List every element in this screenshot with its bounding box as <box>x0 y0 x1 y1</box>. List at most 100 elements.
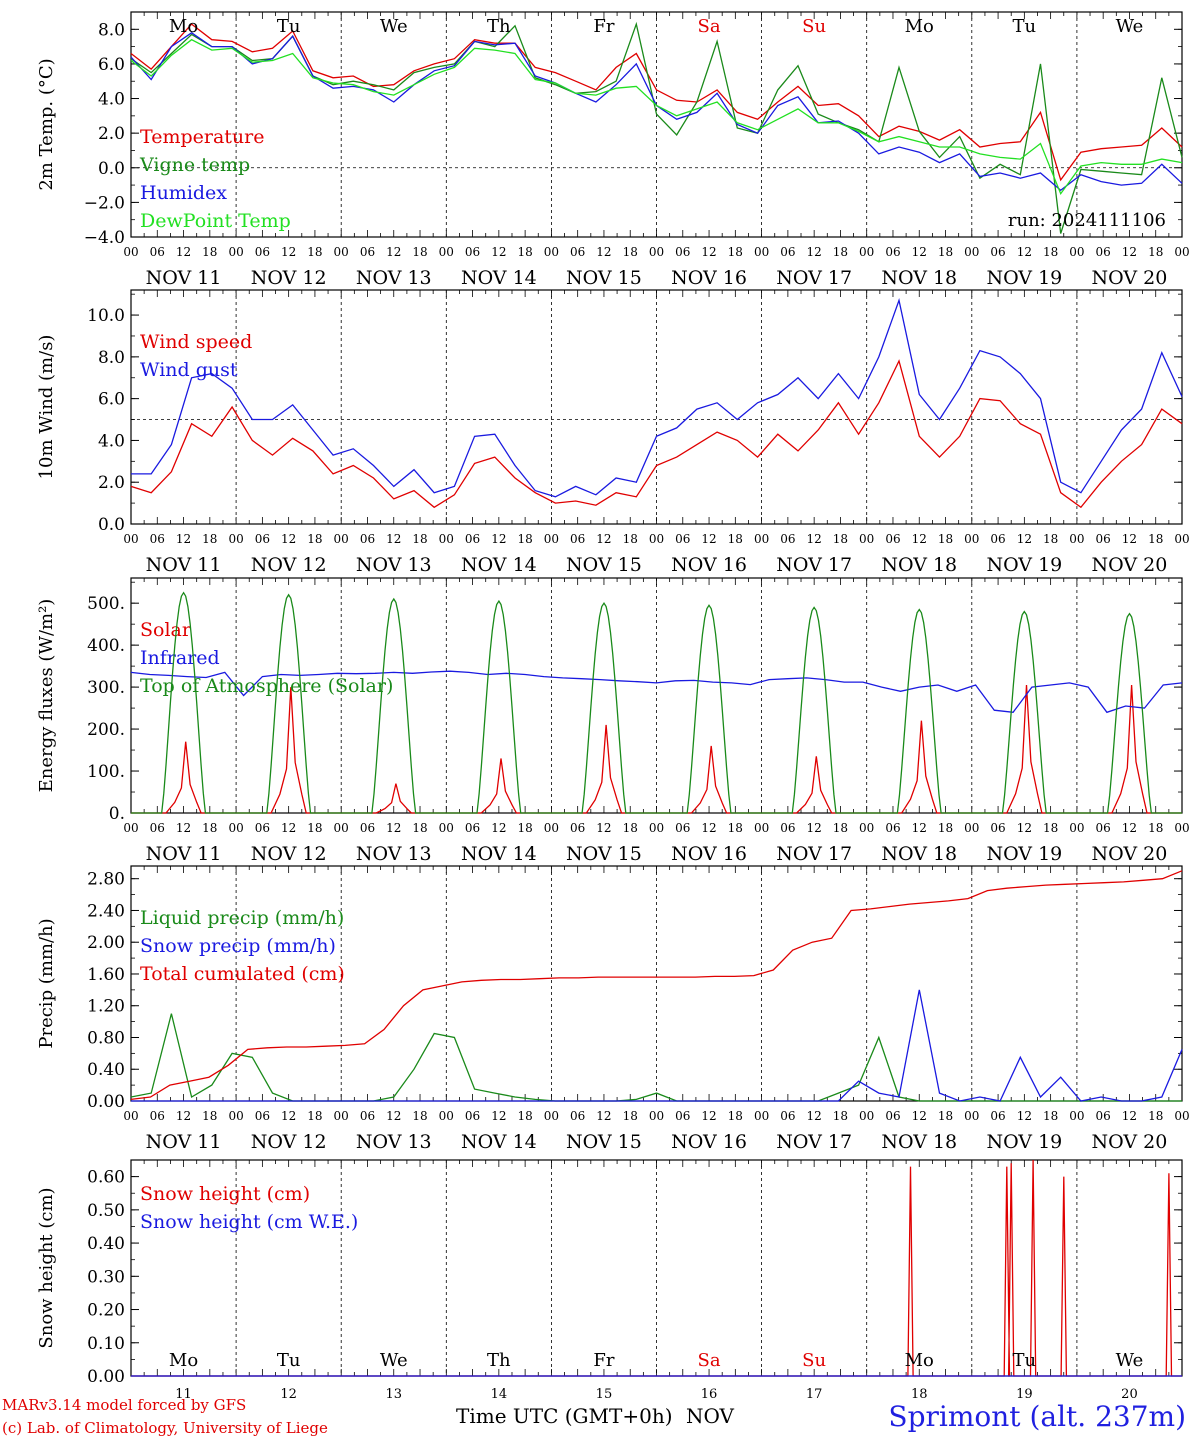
hour-label: 18 <box>833 532 848 546</box>
legend-entry: Humidex <box>140 182 227 204</box>
hour-label: 18 <box>728 821 743 835</box>
day-number-label: 11 <box>175 1387 192 1402</box>
y-tick-label: 2.40 <box>87 901 125 921</box>
hour-label: 18 <box>1148 532 1163 546</box>
hour-label: 06 <box>675 532 690 546</box>
y-tick-label: 8.0 <box>98 20 125 40</box>
y-tick-label: 0.60 <box>87 1168 125 1188</box>
hour-label: 00 <box>334 1109 349 1123</box>
hour-label: 12 <box>386 245 401 259</box>
hour-label: 00 <box>964 532 979 546</box>
hour-label: 06 <box>255 1109 270 1123</box>
day-label: Tu <box>1013 16 1037 37</box>
hour-label: 12 <box>1017 245 1032 259</box>
date-label: NOV 15 <box>566 267 642 289</box>
hour-label: 06 <box>570 532 585 546</box>
hour-label: 12 <box>386 532 401 546</box>
day-label: Th <box>487 1350 511 1371</box>
y-axis-label: 2m Temp. (°C) <box>36 58 57 190</box>
hour-label: 12 <box>912 1109 927 1123</box>
hour-label: 18 <box>517 1109 532 1123</box>
y-tick-label: 0.20 <box>87 1301 125 1321</box>
y-axis-label: Snow height (cm) <box>36 1187 57 1348</box>
hour-label: 00 <box>1069 532 1084 546</box>
hour-label: 06 <box>150 821 165 835</box>
hour-label: 00 <box>544 821 559 835</box>
hour-label: 12 <box>176 532 191 546</box>
legend-entry: Total cumulated (cm) <box>140 963 345 985</box>
hour-label: 00 <box>228 245 243 259</box>
hour-label: 12 <box>1017 821 1032 835</box>
hour-label: 00 <box>649 1109 664 1123</box>
hour-label: 00 <box>754 245 769 259</box>
hour-label: 18 <box>307 245 322 259</box>
hour-label: 18 <box>1043 1109 1058 1123</box>
hour-label: 18 <box>412 1109 427 1123</box>
hour-label: 06 <box>1096 821 1111 835</box>
y-axis-label: 10m Wind (m/s) <box>36 335 57 480</box>
hour-label: 18 <box>517 245 532 259</box>
hour-label: 06 <box>360 532 375 546</box>
day-label: We <box>380 16 408 37</box>
hour-label: 06 <box>675 245 690 259</box>
day-label: Tu <box>277 1350 301 1371</box>
date-label: NOV 18 <box>881 267 957 289</box>
date-label: NOV 11 <box>146 843 222 865</box>
hour-label: 00 <box>964 1109 979 1123</box>
hour-label: 18 <box>938 245 953 259</box>
y-axis-label: Precip (mm/h) <box>36 918 57 1048</box>
hour-label: 06 <box>675 1109 690 1123</box>
hour-label: 12 <box>1017 1109 1032 1123</box>
hour-label: 00 <box>439 245 454 259</box>
hour-label: 12 <box>491 532 506 546</box>
date-label: NOV 12 <box>251 843 327 865</box>
date-label: NOV 18 <box>881 843 957 865</box>
day-number-label: 15 <box>596 1387 613 1402</box>
hour-label: 18 <box>307 821 322 835</box>
y-tick-label: 2.00 <box>87 933 125 953</box>
hour-label: 00 <box>649 245 664 259</box>
hour-label: 06 <box>570 821 585 835</box>
date-label: NOV 16 <box>671 843 747 865</box>
y-tick-label: 0.00 <box>87 1092 125 1112</box>
hour-label: 18 <box>938 532 953 546</box>
series-line-3-0 <box>130 1013 1182 1102</box>
date-label: NOV 14 <box>461 1131 537 1153</box>
hour-label: 06 <box>990 1109 1005 1123</box>
hour-label: 06 <box>1096 1109 1111 1123</box>
hour-label: 12 <box>1122 821 1137 835</box>
date-label: NOV 20 <box>1092 267 1168 289</box>
y-tick-label: 200. <box>87 720 125 740</box>
date-label: NOV 17 <box>776 554 852 576</box>
legend-entry: Top of Atmosphere (Solar) <box>140 675 393 697</box>
hour-label: 06 <box>465 245 480 259</box>
y-tick-label: 0.50 <box>87 1201 125 1221</box>
hour-label: 12 <box>912 245 927 259</box>
hour-label: 18 <box>412 245 427 259</box>
hour-label: 00 <box>1069 821 1084 835</box>
y-tick-label: 2.0 <box>98 124 125 144</box>
day-label: Su <box>802 1350 826 1371</box>
hour-label: 12 <box>596 245 611 259</box>
hour-label: 12 <box>281 1109 296 1123</box>
hour-label: 06 <box>360 1109 375 1123</box>
y-tick-label: 0.10 <box>87 1334 125 1354</box>
credit-model: MARv3.14 model forced by GFS <box>2 1396 247 1414</box>
hour-label: 00 <box>439 532 454 546</box>
hour-label: 00 <box>754 821 769 835</box>
y-tick-label: 0.40 <box>87 1060 125 1080</box>
legend-entry: Snow precip (mm/h) <box>140 935 336 957</box>
date-label: NOV 14 <box>461 843 537 865</box>
hour-label: 06 <box>570 1109 585 1123</box>
day-label: Mo <box>905 16 934 37</box>
hour-label: 18 <box>728 532 743 546</box>
hour-label: 06 <box>255 245 270 259</box>
hour-label: 12 <box>807 532 822 546</box>
legend-entry: Infrared <box>140 647 220 669</box>
hour-label: 12 <box>281 245 296 259</box>
y-tick-label: 8.0 <box>98 348 125 368</box>
date-label: NOV 14 <box>461 554 537 576</box>
date-label: NOV 15 <box>566 1131 642 1153</box>
hour-label: 18 <box>1043 245 1058 259</box>
